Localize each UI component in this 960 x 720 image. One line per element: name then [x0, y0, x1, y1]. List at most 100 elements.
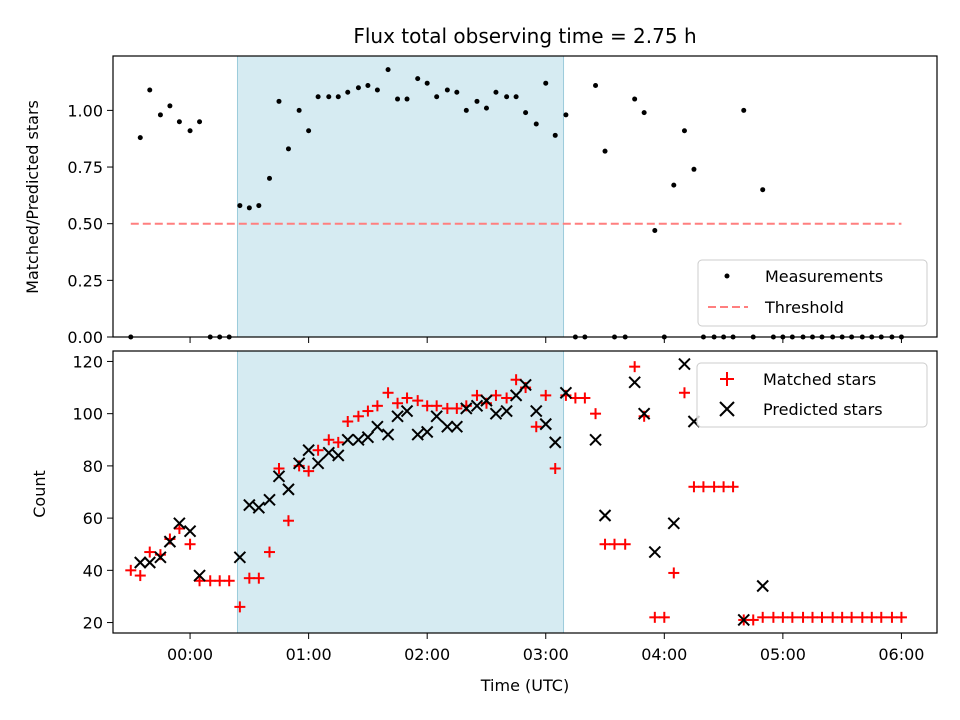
predicted-star-point — [272, 470, 286, 483]
measurement-point — [335, 94, 341, 100]
predicted-star-point — [598, 509, 612, 522]
count-legend-frame — [696, 362, 928, 428]
matched-star-point — [767, 611, 779, 623]
matched-star-point — [590, 408, 602, 420]
measurement-point — [306, 128, 312, 134]
predicted-star-point — [263, 493, 276, 507]
predicted-star-point — [173, 517, 186, 530]
matched-star-point — [797, 611, 809, 623]
predicted-star-point — [134, 556, 147, 569]
predicted-star-point — [489, 407, 503, 420]
matched-star-point — [697, 481, 709, 493]
matched-star-point — [471, 389, 483, 401]
measurement-point — [434, 94, 440, 100]
predicted-star-point — [589, 433, 602, 446]
matched-star-point — [312, 444, 324, 456]
matched-star-point — [362, 405, 374, 417]
matched-star-point — [134, 570, 146, 582]
measurement-point — [454, 89, 460, 95]
count-x-axis-label: Time (UTC) — [480, 676, 569, 695]
measurement-point — [176, 119, 182, 125]
predicted-star-point — [460, 402, 473, 415]
matched-star-point — [264, 546, 276, 558]
count-panel: 20 40 60 80 100 120 00:00 01:00 02:00 03:00 04:00… — [30, 350, 938, 695]
predicted-star-point — [233, 551, 247, 564]
matched-star-point — [421, 400, 433, 412]
matched-star-point — [194, 575, 206, 587]
measurement-point — [197, 119, 203, 125]
count-axes-frame — [112, 350, 938, 634]
predicted-star-point — [332, 449, 345, 462]
matched-star-point — [786, 611, 798, 623]
matched-star-point — [382, 387, 394, 399]
x-tick-label: 05:00 — [760, 645, 806, 664]
predicted-star-point — [420, 425, 434, 439]
y-tick-label: 100 — [72, 405, 103, 424]
matched-star-point — [757, 611, 769, 623]
matched-star-point — [352, 410, 364, 422]
matched-star-point — [619, 538, 631, 550]
y-tick-label: 0.75 — [67, 158, 103, 177]
ratio-x-ticks — [189, 337, 902, 343]
matched-star-point — [184, 538, 196, 550]
predicted-star-point — [441, 420, 454, 433]
predicted-star-point — [252, 501, 266, 514]
measurement-point — [415, 76, 421, 82]
observing-span — [236, 55, 565, 338]
predicted-star-point — [648, 545, 662, 559]
measurement-point — [493, 89, 499, 95]
matched-star-point — [510, 374, 522, 386]
matched-star-point — [451, 402, 463, 414]
predicted-star-point — [352, 433, 365, 446]
matched-star-point — [273, 463, 285, 474]
x-tick-label: 01:00 — [286, 645, 332, 664]
predicted-star-point — [678, 357, 691, 371]
ratio-axes — [112, 55, 938, 338]
matched-star-point — [243, 572, 255, 584]
predicted-star-point — [411, 428, 424, 441]
y-tick-label: 80 — [83, 457, 103, 476]
matched-star-point — [668, 567, 680, 579]
measurement-point — [276, 98, 282, 104]
matched-star-point — [629, 361, 641, 373]
matched-star-point — [173, 523, 185, 535]
matched-star-point — [282, 515, 294, 527]
matched-star-point — [441, 402, 453, 414]
measurement-point — [552, 132, 558, 138]
y-tick-label: 0.00 — [67, 328, 103, 347]
measurement-point — [365, 82, 371, 88]
predicted-star-point — [756, 579, 769, 593]
predicted-star-point — [530, 404, 543, 418]
matched-star-point — [253, 572, 265, 584]
observing-span-band — [236, 55, 565, 338]
predicted-star-point — [470, 399, 484, 413]
measurement-point — [632, 96, 638, 102]
matched-star-point — [688, 481, 700, 493]
ratio-legend-frame — [697, 259, 928, 327]
measurements-series — [128, 67, 904, 340]
measurement-point — [671, 182, 677, 188]
predicted-star-point — [500, 404, 513, 418]
predicted-star-point — [539, 417, 552, 431]
predicted-star-point — [292, 457, 306, 470]
predicted-star-point — [549, 436, 562, 449]
matched-star-point — [401, 392, 413, 404]
predicted-star-point — [154, 551, 167, 564]
matched-star-point — [332, 436, 344, 448]
y-tick-label: 0.50 — [67, 215, 103, 234]
predicted-star-point — [667, 517, 681, 530]
measurement-point — [593, 82, 599, 88]
x-tick-label: 02:00 — [404, 645, 450, 664]
matched-stars-series — [125, 361, 907, 626]
y-tick-label: 1.00 — [67, 101, 103, 120]
matched-star-point — [649, 611, 661, 623]
matched-star-point — [490, 389, 502, 401]
predicted-star-point — [371, 420, 384, 433]
predicted-star-point — [450, 420, 464, 433]
predicted-star-point — [193, 569, 206, 582]
legend-measurements-label: Measurements — [765, 267, 883, 286]
matched-star-point — [569, 392, 581, 404]
matched-star-point — [342, 416, 354, 427]
matched-star-point — [599, 538, 611, 550]
measurement-point — [513, 94, 519, 100]
